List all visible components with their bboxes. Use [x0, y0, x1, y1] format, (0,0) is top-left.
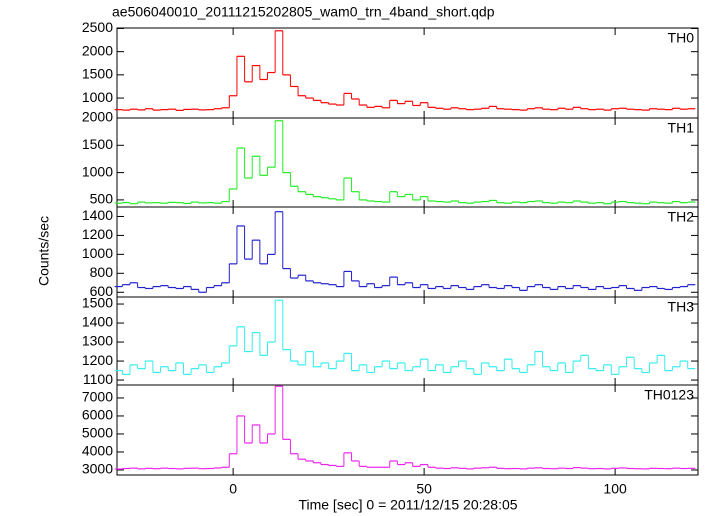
- y-tick-label: 7000: [82, 389, 113, 405]
- panel-label: TH2: [668, 209, 695, 225]
- y-axis-label: Counts/sec: [36, 216, 52, 286]
- y-tick-label: 1500: [82, 66, 113, 82]
- chart-title: ae506040010_20111215202805_wam0_trn_4ban…: [112, 4, 495, 20]
- panel-label: TH0: [668, 30, 695, 46]
- y-tick-label: 1200: [82, 352, 113, 368]
- y-tick-label: 3000: [82, 461, 113, 477]
- x-tick-label: 0: [229, 481, 237, 497]
- y-tick-label: 800: [90, 264, 114, 280]
- panel-frame: [116, 384, 699, 476]
- panel-label: TH0123: [644, 387, 694, 403]
- y-tick-label: 2000: [82, 42, 113, 58]
- y-tick-label: 500: [90, 191, 114, 207]
- y-tick-label: 2000: [82, 109, 113, 125]
- y-tick-label: 1400: [82, 314, 113, 330]
- y-tick-label: 1100: [83, 371, 113, 387]
- y-tick-label: 2500: [82, 19, 113, 35]
- y-tick-label: 1500: [82, 295, 113, 311]
- y-tick-label: 1500: [82, 136, 113, 152]
- panel-frame: [116, 117, 699, 208]
- x-tick-label: 100: [603, 481, 627, 497]
- y-tick-label: 600: [90, 283, 114, 299]
- y-tick-label: 1400: [82, 207, 113, 223]
- y-tick-label: 4000: [82, 443, 113, 459]
- y-tick-label: 1000: [82, 245, 113, 261]
- panel-label: TH1: [668, 120, 695, 136]
- x-axis-label: Time [sec] 0 = 2011/12/15 20:28:05: [298, 497, 517, 513]
- y-tick-label: 1300: [82, 333, 113, 349]
- x-tick-label: 50: [416, 481, 432, 497]
- y-tick-label: 1000: [82, 163, 113, 179]
- panel-frame: [116, 27, 699, 119]
- y-tick-label: 5000: [82, 425, 113, 441]
- y-tick-label: 1200: [82, 226, 113, 242]
- y-tick-label: 1000: [82, 89, 113, 105]
- panel-label: TH3: [668, 299, 695, 315]
- panel-frame: [116, 206, 699, 298]
- y-tick-label: 6000: [82, 407, 113, 423]
